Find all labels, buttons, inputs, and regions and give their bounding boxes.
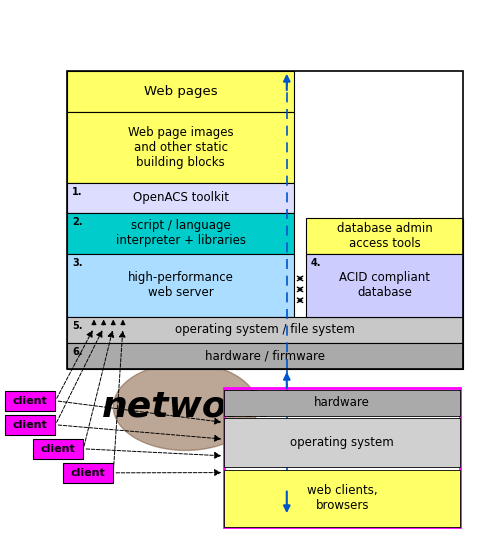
Text: hardware: hardware: [314, 396, 370, 410]
Text: 2.: 2.: [72, 217, 83, 227]
Bar: [224, 388, 460, 527]
Bar: [224, 418, 460, 467]
Bar: [67, 71, 463, 369]
Ellipse shape: [113, 363, 258, 450]
Bar: [224, 390, 460, 416]
Bar: [33, 439, 83, 459]
Text: network: network: [102, 390, 269, 424]
Bar: [5, 415, 55, 435]
Text: 4.: 4.: [311, 258, 321, 268]
Text: client: client: [40, 444, 76, 454]
Text: client: client: [70, 468, 106, 478]
Bar: [63, 463, 113, 483]
Text: 3.: 3.: [72, 258, 83, 268]
Bar: [224, 470, 460, 527]
Bar: [5, 391, 55, 411]
Bar: [67, 71, 294, 112]
Text: web clients,
browsers: web clients, browsers: [307, 484, 377, 512]
Text: high-performance
web server: high-performance web server: [128, 271, 234, 299]
Text: operating system: operating system: [290, 436, 394, 449]
Text: Web page images
and other static
building blocks: Web page images and other static buildin…: [128, 126, 234, 169]
Text: client: client: [13, 420, 48, 430]
Text: OpenACS toolkit: OpenACS toolkit: [133, 192, 229, 204]
Text: Web pages: Web pages: [144, 85, 217, 98]
Text: 6.: 6.: [72, 347, 83, 357]
Bar: [67, 183, 294, 213]
Text: client: client: [13, 396, 48, 406]
Text: 5.: 5.: [72, 321, 83, 331]
Text: hardware / firmware: hardware / firmware: [205, 349, 325, 363]
Bar: [67, 343, 463, 369]
Text: operating system / file system: operating system / file system: [175, 323, 355, 336]
Bar: [67, 112, 294, 183]
Bar: [67, 317, 463, 343]
Text: ACID compliant
database: ACID compliant database: [339, 271, 430, 299]
Bar: [67, 213, 294, 254]
Text: 1.: 1.: [72, 187, 83, 197]
Bar: [306, 218, 463, 254]
Bar: [306, 254, 463, 317]
Bar: [67, 254, 294, 317]
Text: script / language
interpreter + libraries: script / language interpreter + librarie…: [116, 219, 246, 247]
Text: database admin
access tools: database admin access tools: [336, 222, 432, 250]
